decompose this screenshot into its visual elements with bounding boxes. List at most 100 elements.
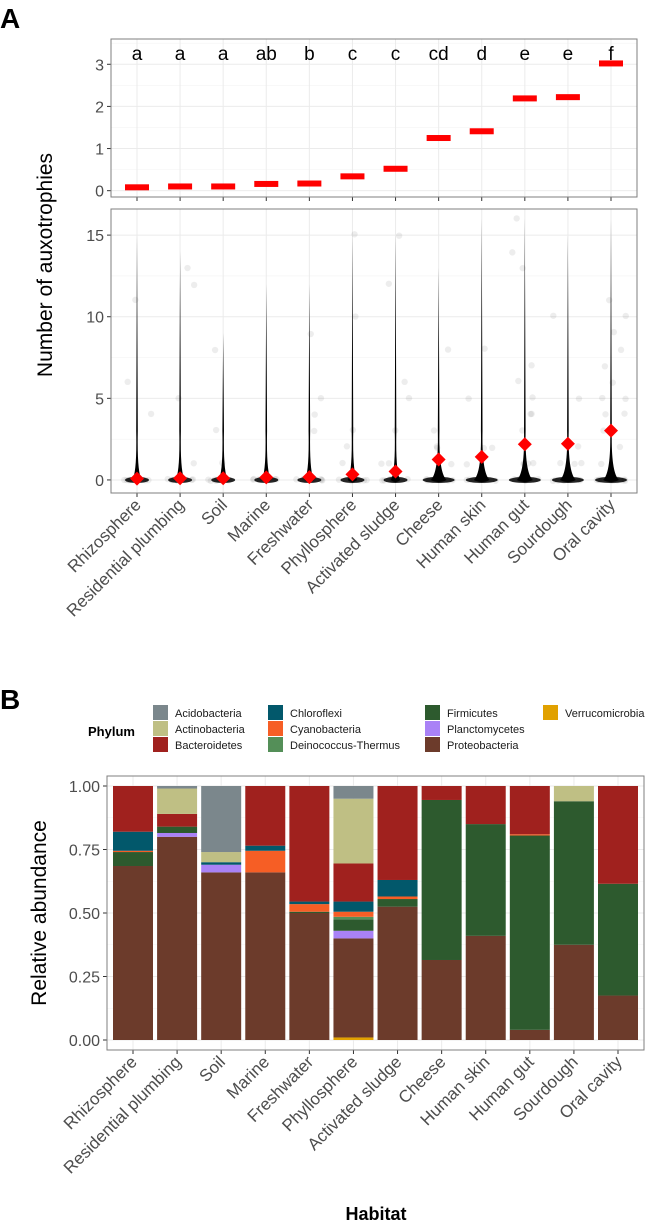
bar-segment-bacteroidetes bbox=[289, 786, 330, 902]
bar-segment-bacteroidetes bbox=[465, 786, 506, 825]
bar-segment-actinobacteria bbox=[333, 798, 374, 864]
y-tick-label: 3 bbox=[95, 57, 104, 74]
jitter-point bbox=[621, 410, 628, 417]
bar-segment-chloroflexi bbox=[245, 845, 286, 851]
jitter-point bbox=[599, 394, 606, 402]
jitter-point bbox=[319, 477, 326, 484]
violin bbox=[516, 218, 533, 482]
mean-bar bbox=[512, 95, 537, 102]
panel-a-top-plot: 0 1 2 3 a a a ab b c c cd d e e f bbox=[95, 38, 638, 201]
jitter-point bbox=[121, 476, 128, 484]
bar-segment-firmicutes bbox=[113, 852, 153, 867]
bar-segment-planctomycetes bbox=[201, 864, 242, 873]
jitter-point bbox=[184, 264, 191, 272]
mean-bar bbox=[555, 94, 580, 101]
mean-diamond bbox=[216, 471, 231, 486]
jitter-point bbox=[405, 394, 413, 402]
bar-segment-actinobacteria bbox=[201, 852, 242, 863]
mean-bar bbox=[340, 173, 365, 180]
jitter-point bbox=[385, 280, 393, 287]
jitter-point bbox=[515, 377, 522, 385]
jitter-point bbox=[212, 426, 220, 434]
mean-bar bbox=[383, 165, 408, 172]
bar-segment-cyanobacteria bbox=[245, 850, 286, 873]
bar-segment-firmicutes bbox=[509, 835, 550, 1030]
bar-segment-bacteroidetes bbox=[598, 786, 638, 884]
legend-label: Proteobacteria bbox=[447, 740, 519, 752]
jitter-point bbox=[528, 410, 535, 418]
legend-key-verrucomicrobia bbox=[543, 705, 558, 720]
legend-key-actinobacteria bbox=[153, 721, 168, 736]
significance-letter: ab bbox=[256, 44, 277, 65]
bar-segment-firmicutes bbox=[553, 801, 594, 945]
bar-segment-proteobacteria bbox=[113, 866, 153, 1040]
bar-segment-bacteroidetes bbox=[377, 786, 418, 880]
jitter-point bbox=[571, 460, 578, 468]
panel-label-b: B bbox=[0, 684, 20, 715]
jitter-point bbox=[317, 394, 325, 402]
bar-segment-verrucomicrobia bbox=[333, 1037, 374, 1040]
jitter-point bbox=[132, 296, 139, 304]
mean-diamond bbox=[517, 437, 532, 452]
violin bbox=[304, 284, 315, 482]
jitter-point bbox=[601, 363, 609, 370]
bar-segment-bacteroidetes bbox=[509, 786, 550, 835]
bar-segment-firmicutes bbox=[157, 826, 198, 833]
bar-segment-chloroflexi bbox=[201, 862, 242, 865]
violin bbox=[347, 235, 358, 482]
jitter-point bbox=[481, 345, 488, 352]
y-tick-label: 0.25 bbox=[69, 970, 100, 987]
jitter-point bbox=[444, 346, 452, 353]
bar-segment-proteobacteria bbox=[289, 913, 330, 1040]
bar-segment-proteobacteria bbox=[465, 935, 506, 1040]
bar-segment-firmicutes bbox=[377, 899, 418, 907]
jitter-point bbox=[363, 476, 370, 484]
bar-segment-planctomycetes bbox=[157, 832, 198, 837]
significance-letter: c bbox=[391, 44, 401, 65]
bar-segment-firmicutes bbox=[598, 883, 638, 996]
legend-title: Phylum bbox=[88, 724, 135, 739]
panel-a-bottom-plot: 0 5 10 15 bbox=[86, 208, 638, 497]
significance-letter: c bbox=[348, 44, 358, 65]
bar-segment-cyanobacteria bbox=[333, 911, 374, 917]
violin-base bbox=[551, 476, 584, 483]
jitter-point bbox=[190, 281, 198, 289]
significance-letter: b bbox=[304, 44, 315, 65]
bar-segment-firmicutes bbox=[465, 824, 506, 936]
bar-segment-proteobacteria bbox=[201, 872, 242, 1040]
jitter-point bbox=[343, 443, 351, 450]
legend-key-acidobacteria bbox=[153, 705, 168, 720]
jitter-point bbox=[147, 410, 155, 418]
jitter-point bbox=[463, 461, 471, 468]
significance-letter: cd bbox=[429, 44, 449, 65]
jitter-point bbox=[622, 395, 629, 403]
jitter-point bbox=[211, 346, 219, 354]
bar-segment-bacteroidetes bbox=[245, 786, 286, 846]
bar-segment-chloroflexi bbox=[333, 901, 374, 912]
bar-segment-firmicutes bbox=[421, 799, 462, 960]
jitter-point bbox=[529, 394, 536, 401]
mean-bar bbox=[125, 184, 149, 191]
jitter-point bbox=[602, 411, 609, 418]
jitter-point bbox=[190, 460, 197, 467]
significance-letter: e bbox=[520, 44, 531, 65]
jitter-point bbox=[598, 460, 605, 468]
jitter-point bbox=[352, 313, 359, 320]
panel-label-a: A bbox=[0, 3, 20, 34]
bar-segment-planctomycetes bbox=[333, 930, 374, 939]
significance-letter: d bbox=[476, 44, 487, 65]
mean-bar bbox=[426, 135, 451, 142]
mean-bar bbox=[211, 183, 236, 190]
violin bbox=[132, 235, 142, 482]
jitter-point bbox=[606, 296, 613, 304]
legend-label: Firmicutes bbox=[447, 708, 498, 720]
mean-bar bbox=[469, 128, 494, 135]
mean-bar bbox=[168, 183, 193, 190]
panel-border bbox=[110, 208, 638, 494]
violin bbox=[473, 218, 490, 482]
bar-segment-bacteroidetes bbox=[157, 813, 198, 827]
y-tick-label: 2 bbox=[95, 99, 104, 116]
jitter-point bbox=[519, 427, 526, 434]
